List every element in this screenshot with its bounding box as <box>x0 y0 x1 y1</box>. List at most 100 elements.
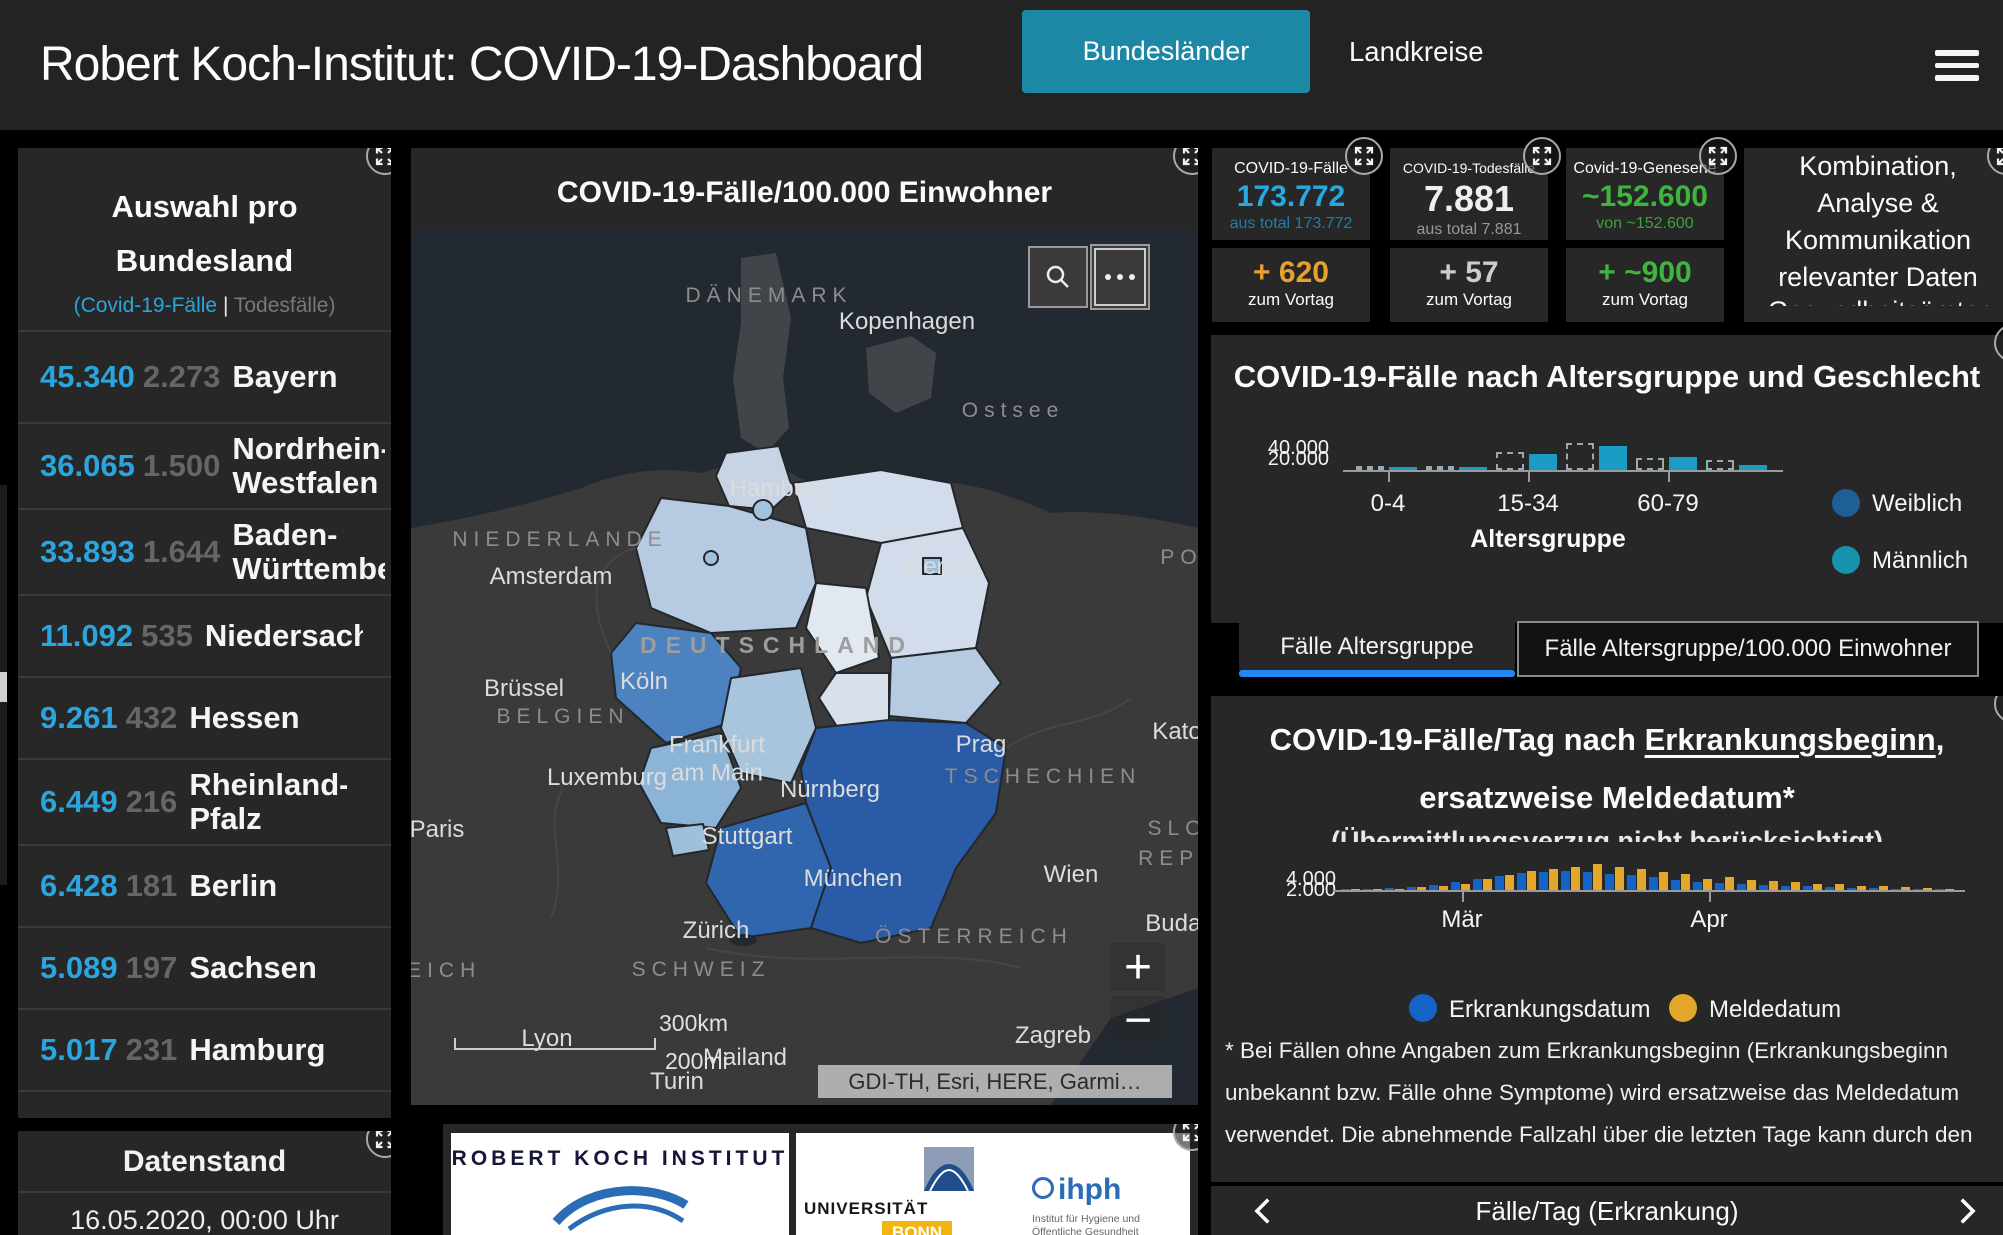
expand-icon[interactable] <box>1993 323 2003 363</box>
expand-icon[interactable] <box>365 148 391 176</box>
footnote-line: verwendet. Die abnehmende Fallzahl über … <box>1225 1122 1973 1147</box>
state-row[interactable]: 6.428 181 Berlin <box>18 844 391 926</box>
previous-arrow-icon[interactable] <box>1247 1194 1281 1228</box>
bar-weiblich <box>1636 457 1664 470</box>
state-row[interactable]: 36.065 1.500 Nordrhein-Westfalen <box>18 422 391 508</box>
daily-chart-title: COVID-19-Fälle/Tag nach Erkrankungsbegin… <box>1269 722 1945 757</box>
info-line-clipped: Gesundheitsämter <box>1744 296 2003 306</box>
cases-card: COVID-19-Fälle 173.772 aus total 173.772 <box>1212 137 1383 240</box>
expand-icon[interactable] <box>1698 136 1738 176</box>
tab-faelle-altersgruppe-100k[interactable]: Fälle Altersgruppe/100.000 Einwohner <box>1517 621 1979 677</box>
state-deaths: 1.644 <box>142 534 221 569</box>
state-row[interactable]: 9.261 432 Hessen <box>18 676 391 758</box>
scrollbar-thumb[interactable] <box>0 672 7 702</box>
bar-maennlich <box>1389 467 1417 470</box>
daily-cases-panel: COVID-19-Fälle/Tag nach Erkrankungsbegin… <box>1211 696 2003 1182</box>
bar-maennlich <box>1739 465 1767 470</box>
state-cases: 5.017 <box>40 1032 118 1067</box>
state-cases: 6.449 <box>40 784 118 819</box>
age-tickmark <box>1528 472 1530 482</box>
expand-icon[interactable] <box>1993 696 2003 724</box>
bar-meldedatum <box>1857 885 1866 890</box>
tab-bundeslaender[interactable]: Bundesländer <box>1022 10 1310 93</box>
state-name: Nordrhein-Westfalen <box>232 432 385 500</box>
germany-choropleth-map[interactable] <box>411 228 1198 1105</box>
state-name: Bayern <box>232 360 338 394</box>
bar-maennlich <box>1529 453 1557 470</box>
card-label: COVID-19-Todesfälle <box>1402 160 1536 176</box>
state-cases: 11.092 <box>40 618 134 653</box>
next-arrow-icon[interactable] <box>1949 1194 1983 1228</box>
state-row[interactable]: 45.340 2.273 Bayern <box>18 330 391 422</box>
state-row[interactable]: 3.169 149 Brandenburg <box>18 1090 391 1118</box>
state-deaths: 535 <box>141 618 193 653</box>
chart-pager: Fälle/Tag (Erkrankung) <box>1211 1186 2003 1235</box>
bar-meldedatum <box>1527 871 1536 890</box>
bar-meldedatum <box>1395 888 1404 890</box>
scrollbar[interactable] <box>0 485 7 885</box>
bar-erkrankungsdatum <box>1935 889 1944 890</box>
delta-value: + ~900 <box>1598 256 1692 289</box>
delta-label: zum Vortag <box>1602 290 1688 309</box>
datenstand-value: 16.05.2020, 00:00 Uhr <box>18 1191 391 1235</box>
state-name: Rheinland-Pfalz <box>189 768 348 836</box>
zoom-in-button[interactable]: + <box>1111 941 1165 994</box>
info-line: Kommunikation <box>1784 225 1972 255</box>
filter-deaths[interactable]: Todesfälle <box>233 294 329 317</box>
expand-icon[interactable] <box>1522 136 1562 176</box>
maennlich-label: Männlich <box>1872 547 1969 574</box>
filter-cases[interactable]: Covid-19-Fälle <box>80 294 218 317</box>
more-options-button[interactable] <box>1090 244 1150 310</box>
daily-bars <box>1341 864 1957 890</box>
tab-faelle-altersgruppe[interactable]: Fälle Altersgruppe <box>1239 623 1515 670</box>
bar-meldedatum <box>1747 879 1756 890</box>
expand-icon[interactable] <box>1986 148 2003 176</box>
state-deaths: 231 <box>125 1032 178 1067</box>
bar-erkrankungsdatum <box>1363 888 1372 890</box>
card-label: Covid-19-Genesene <box>1573 160 1717 177</box>
state-cases: 45.340 <box>40 359 135 394</box>
bar-erkrankungsdatum <box>1627 875 1636 890</box>
bar-meldedatum <box>1879 886 1888 890</box>
footnote-line: * Bei Fällen ohne Angaben zum Erkrankung… <box>1225 1038 1948 1063</box>
daily-chart-subtitle: ersatzweise Meldedatum* <box>1419 780 1795 815</box>
search-button[interactable] <box>1028 246 1088 308</box>
bonn-text: BONN <box>882 1221 953 1235</box>
state-row[interactable]: 6.449 216 Rheinland-Pfalz <box>18 758 391 844</box>
bar-meldedatum <box>1505 874 1514 890</box>
recovered-delta-card: + ~900 zum Vortag <box>1566 248 1724 322</box>
state-name: Niedersachsen <box>204 619 363 653</box>
bar-maennlich <box>1599 445 1627 470</box>
expand-icon[interactable] <box>365 1131 391 1159</box>
bar-maennlich <box>1459 467 1487 470</box>
bar-erkrankungsdatum <box>1341 889 1350 890</box>
paren: ( <box>73 294 81 317</box>
expand-icon[interactable] <box>1172 148 1198 176</box>
bar-erkrankungsdatum <box>1451 882 1460 890</box>
bar-meldedatum <box>1439 886 1448 890</box>
rki-emblem-icon <box>552 1186 689 1231</box>
bar-erkrankungsdatum <box>1869 888 1878 890</box>
age-tick-label: 15-34 <box>1497 490 1559 517</box>
card-label: COVID-19-Fälle <box>1234 160 1348 177</box>
bar-meldedatum <box>1725 877 1734 890</box>
bar-meldedatum <box>1659 872 1668 890</box>
plus-icon: + <box>1123 940 1153 994</box>
zoom-out-button[interactable]: − <box>1111 994 1165 1047</box>
expand-icon[interactable] <box>1344 136 1384 176</box>
state-deaths: 149 <box>126 1114 178 1118</box>
bar-erkrankungsdatum <box>1407 886 1416 890</box>
expand-icon[interactable] <box>1172 1124 1198 1152</box>
state-row[interactable]: 5.017 231 Hamburg <box>18 1008 391 1090</box>
state-deaths: 197 <box>125 950 178 985</box>
bar-meldedatum <box>1769 880 1778 890</box>
map-panel: COVID-19-Fälle/100.000 Einwohner <box>411 148 1198 1105</box>
tab-landkreise[interactable]: Landkreise <box>1349 36 1484 67</box>
menu-icon[interactable] <box>1935 50 1979 82</box>
state-row[interactable]: 5.089 197 Sachsen <box>18 926 391 1008</box>
bar-meldedatum <box>1681 874 1690 890</box>
age-tickmark <box>1668 472 1670 482</box>
